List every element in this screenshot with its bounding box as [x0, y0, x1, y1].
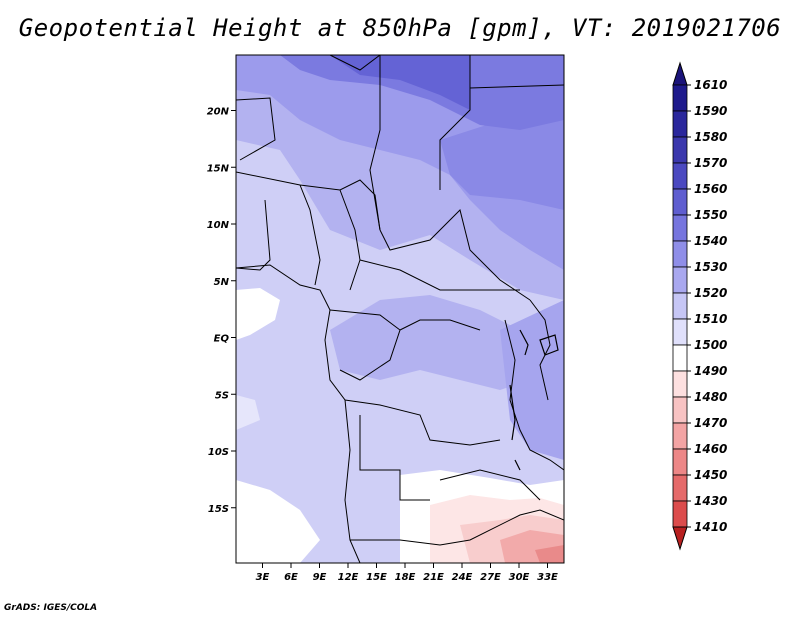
colorbar-swatch: [672, 240, 688, 268]
lon-label: 27E: [480, 572, 501, 583]
lat-label: 15S: [208, 504, 229, 515]
colorbar-swatch: [672, 500, 688, 528]
colorbar-label: 1430: [694, 494, 727, 508]
coastlines-borders: [236, 55, 564, 563]
lon-label: 15E: [366, 572, 387, 583]
lon-label: 9E: [313, 572, 327, 583]
lon-label: 24E: [452, 572, 473, 583]
lat-label: 15N: [207, 163, 230, 174]
colorbar-swatch: [672, 84, 688, 112]
colorbar-label: 1540: [694, 234, 727, 248]
lon-label: 18E: [395, 572, 416, 583]
lon-label: 21E: [423, 572, 444, 583]
colorbar-swatch: [672, 110, 688, 138]
colorbar-swatch: [672, 474, 688, 502]
colorbar-label: 1410: [694, 520, 727, 534]
lakes: [509, 329, 559, 471]
colorbar-label: 1530: [694, 260, 727, 274]
lat-label: 20N: [207, 107, 230, 118]
latitude-axis: 20N 15N 10N 5N EQ 5S 10S 15S: [207, 107, 236, 515]
field-1560-north: [280, 55, 564, 130]
colorbar-label: 1520: [694, 286, 727, 300]
colorbar-label: 1470: [694, 416, 727, 430]
lat-label: 5N: [214, 277, 230, 288]
colorbar-swatch: [672, 344, 688, 372]
colorbar-bottom-arrow: [672, 526, 688, 551]
lon-label: 3E: [256, 572, 270, 583]
colorbar-label: 1570: [694, 156, 727, 170]
map-frame: [235, 54, 565, 564]
colorbar-swatch: [672, 188, 688, 216]
colorbar-label: 1510: [694, 312, 727, 326]
colorbar-swatch: [672, 318, 688, 346]
colorbar: 1610 1590 1580 1570 1560 1550 1540 1530 1520 1510…: [672, 61, 727, 551]
lat-label: 10S: [208, 447, 229, 458]
field-1540-east: [500, 300, 564, 460]
grads-credit: GrADS: IGES/COLA: [4, 603, 98, 613]
lon-label: 12E: [338, 572, 359, 583]
lat-label: 5S: [215, 390, 229, 401]
colorbar-label: 1610: [694, 78, 727, 92]
longitude-axis: 3E 6E 9E 12E 15E 18E 21E 24E 27E 30E 33E: [256, 563, 558, 583]
field-1510-west-a: [236, 288, 280, 340]
colorbar-swatch: [672, 292, 688, 320]
map-title: Geopotential Height at 850hPa [gpm], VT:…: [18, 14, 782, 42]
colorbar-label: 1560: [694, 182, 727, 196]
colorbar-top-arrow: [672, 61, 688, 86]
colorbar-swatch: [672, 162, 688, 190]
colorbar-label: 1480: [694, 390, 727, 404]
height-field: [236, 55, 564, 563]
colorbar-label: 1460: [694, 442, 727, 456]
colorbar-swatch: [672, 422, 688, 450]
lon-label: 33E: [537, 572, 558, 583]
colorbar-swatch: [672, 136, 688, 164]
lat-label: EQ: [214, 334, 230, 345]
colorbar-label: 1550: [694, 208, 727, 222]
colorbar-swatch: [672, 396, 688, 424]
colorbar-swatch: [672, 266, 688, 294]
colorbar-swatch: [672, 214, 688, 242]
colorbar-label: 1450: [694, 468, 727, 482]
field-1510-west-c: [236, 395, 260, 430]
colorbar-label: 1500: [694, 338, 727, 352]
field-1550-east: [440, 100, 564, 210]
lon-label: 6E: [284, 572, 298, 583]
colorbar-label: 1590: [694, 104, 727, 118]
lat-label: 10N: [207, 220, 230, 231]
field-1510-west-b: [236, 480, 320, 563]
colorbar-label: 1580: [694, 130, 727, 144]
colorbar-swatch: [672, 448, 688, 476]
field-1470-south: [535, 545, 564, 563]
field-1570-top: [330, 55, 470, 110]
colorbar-label: 1490: [694, 364, 727, 378]
colorbar-swatch: [672, 370, 688, 398]
lon-label: 30E: [509, 572, 530, 583]
